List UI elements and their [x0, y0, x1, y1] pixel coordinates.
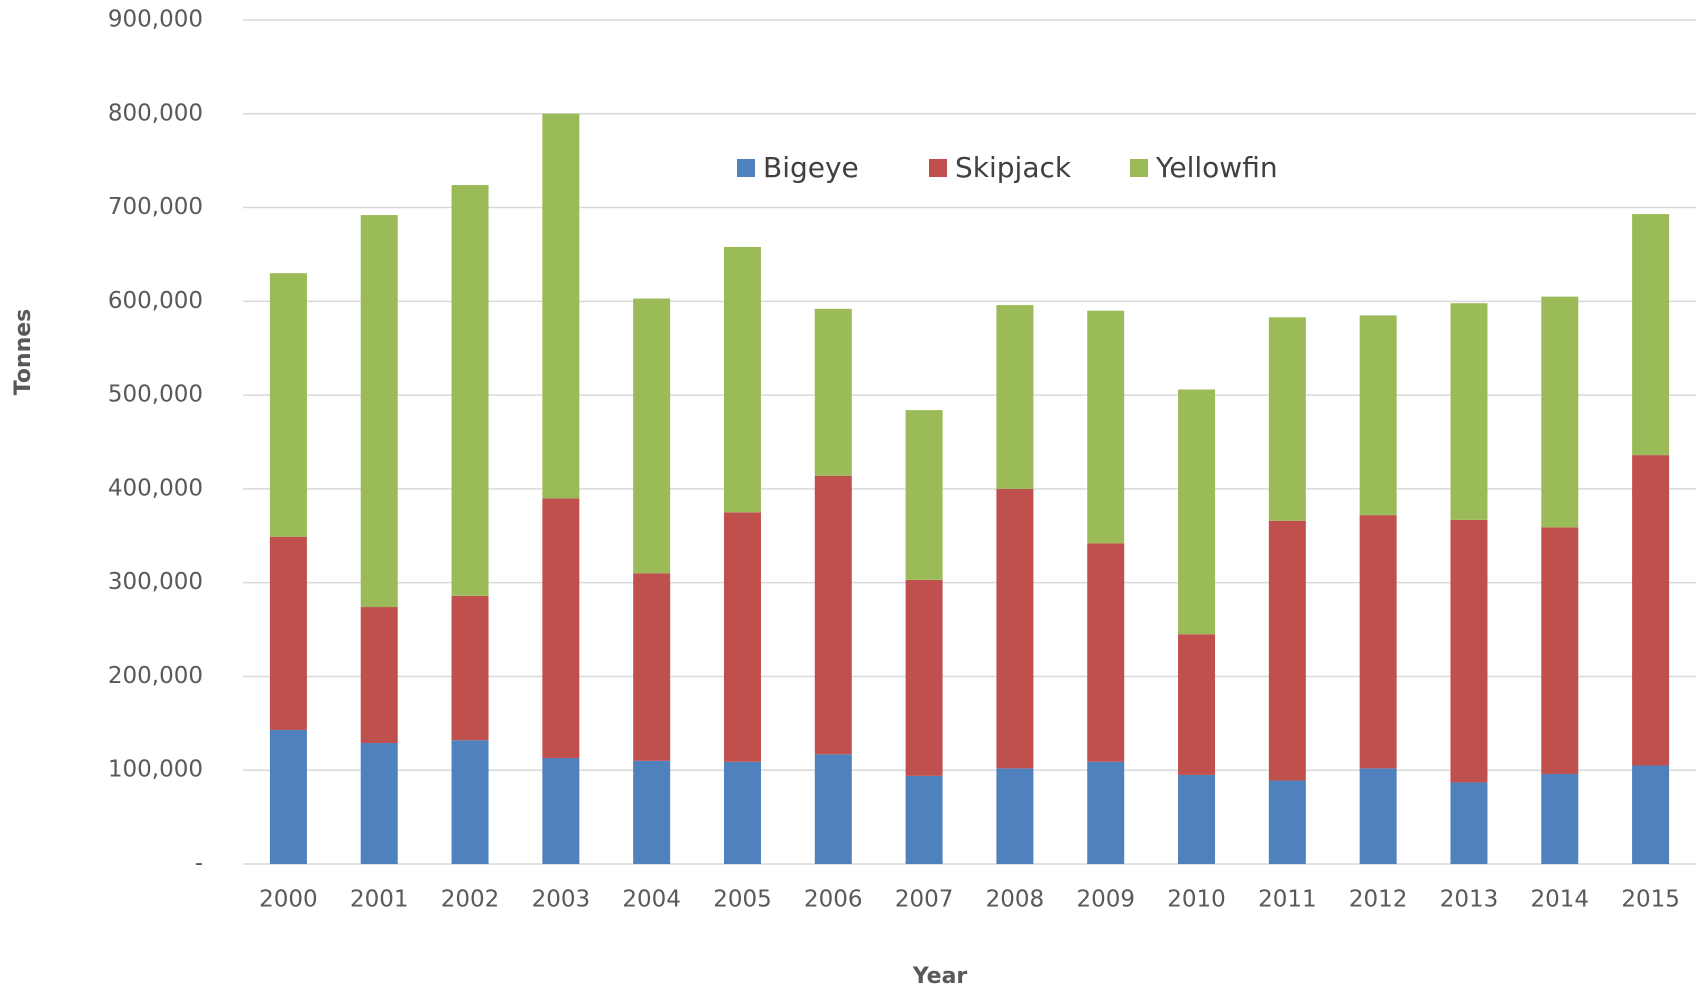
bar-segment: [814, 475, 852, 755]
bar-segment: [996, 768, 1034, 864]
x-tick-label: 2012: [1349, 887, 1408, 913]
legend-label: Bigeye: [763, 151, 859, 184]
x-tick-label: 2004: [622, 887, 681, 913]
x-tick-label: 2014: [1531, 887, 1590, 913]
bar-segment: [360, 743, 398, 864]
y-axis-title: Tonnes: [11, 309, 36, 396]
bar-segment: [269, 536, 307, 730]
y-tick-label: 300,000: [108, 569, 203, 595]
y-tick-label: 200,000: [108, 663, 203, 689]
bar-segment: [1178, 634, 1216, 775]
bar-segment: [451, 185, 489, 596]
x-tick-label: 2000: [259, 887, 318, 913]
bar-segment: [1178, 389, 1216, 635]
y-tick-label: 100,000: [108, 757, 203, 783]
x-tick-label: 2002: [441, 887, 500, 913]
bar-segment: [451, 595, 489, 741]
x-tick-label: 2011: [1258, 887, 1317, 913]
bar-segment: [723, 246, 761, 513]
y-tick-label: 700,000: [108, 194, 203, 220]
bar-segment: [1087, 310, 1125, 544]
x-tick-label: 2003: [532, 887, 591, 913]
bar-segment: [1268, 780, 1306, 864]
bar-segment: [1359, 315, 1397, 516]
x-tick-label: 2013: [1440, 887, 1499, 913]
legend-swatch: [1130, 159, 1148, 177]
x-axis-title: Year: [912, 964, 968, 989]
bar-segment: [905, 775, 943, 864]
bar-segment: [360, 215, 398, 608]
bar-segment: [1632, 455, 1670, 766]
legend-swatch: [929, 159, 947, 177]
y-tick-label: 800,000: [108, 100, 203, 126]
bar-segment: [1359, 768, 1397, 864]
bar-segment: [1450, 303, 1488, 520]
legend-swatch: [737, 159, 755, 177]
bar-segment: [1541, 296, 1579, 528]
bar-segment: [542, 498, 580, 759]
y-tick-label: 500,000: [108, 382, 203, 408]
bar-segment: [723, 761, 761, 864]
bar-segment: [633, 573, 671, 761]
bar-segment: [996, 305, 1034, 489]
bar-segment: [1268, 317, 1306, 521]
bar-segment: [814, 754, 852, 864]
bar-segment: [905, 579, 943, 776]
bar-segment: [905, 410, 943, 580]
bar-segment: [1541, 527, 1579, 774]
bar-segment: [1541, 773, 1579, 864]
y-tick-label: 900,000: [108, 7, 203, 33]
x-tick-label: 2005: [713, 887, 772, 913]
bar-segment: [723, 512, 761, 762]
x-tick-label: 2010: [1167, 887, 1226, 913]
bar-segment: [542, 758, 580, 864]
bar-segment: [1632, 214, 1670, 456]
x-tick-label: 2015: [1621, 887, 1680, 913]
bar-segment: [1359, 515, 1397, 769]
x-tick-label: 2001: [350, 887, 409, 913]
bar-segment: [269, 273, 307, 537]
x-tick-label: 2008: [986, 887, 1045, 913]
bar-segment: [1632, 765, 1670, 864]
x-tick-label: 2009: [1076, 887, 1135, 913]
y-tick-label: -: [195, 851, 203, 877]
bar-segment: [1087, 543, 1125, 762]
bar-segment: [814, 308, 852, 476]
y-tick-label: 600,000: [108, 288, 203, 314]
bar-segment: [1087, 761, 1125, 864]
bar-segment: [1450, 782, 1488, 864]
bar-segment: [1450, 519, 1488, 783]
bar-segment: [451, 740, 489, 864]
bar-segment: [269, 729, 307, 864]
x-tick-label: 2007: [895, 887, 954, 913]
x-tick-label: 2006: [804, 887, 863, 913]
legend-label: Skipjack: [955, 151, 1072, 184]
bar-segment: [360, 607, 398, 744]
legend-label: Yellowfin: [1155, 151, 1278, 184]
bar-segment: [633, 298, 671, 574]
bar-segment: [1178, 774, 1216, 864]
bar-segment: [542, 113, 580, 499]
y-tick-label: 400,000: [108, 475, 203, 501]
bar-segment: [633, 760, 671, 864]
bar-segment: [1268, 520, 1306, 781]
bar-segment: [996, 488, 1034, 769]
